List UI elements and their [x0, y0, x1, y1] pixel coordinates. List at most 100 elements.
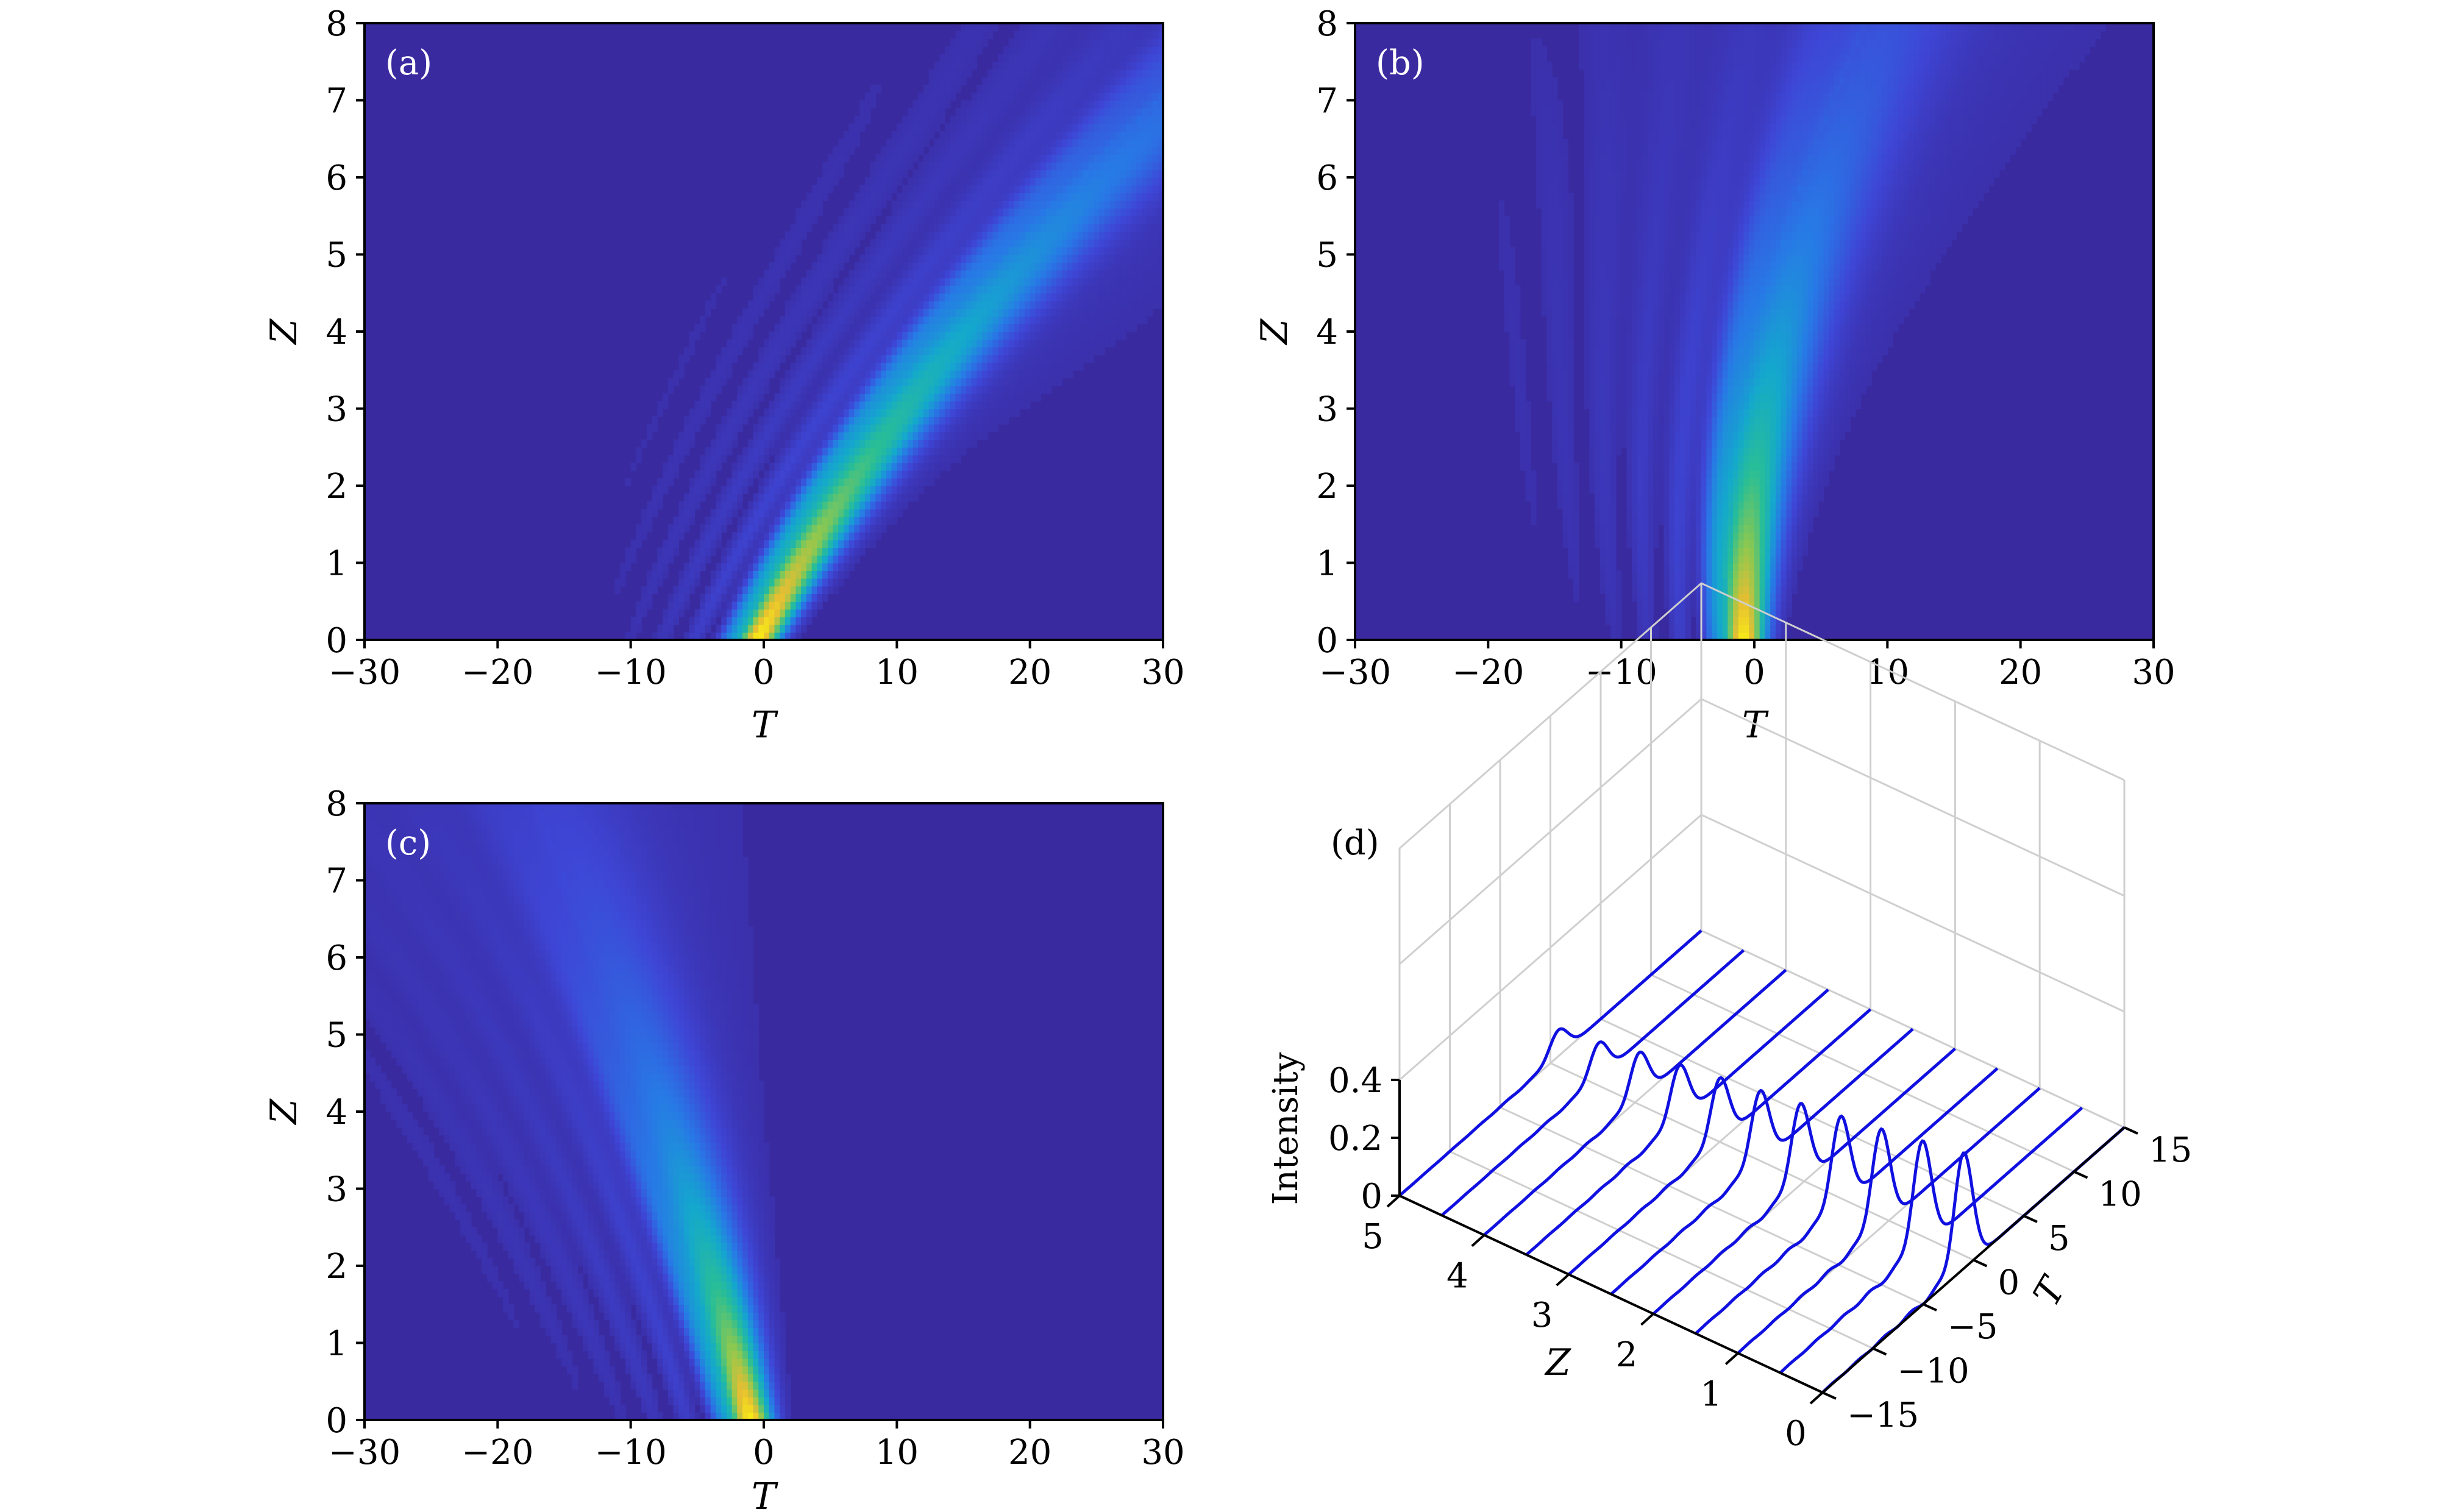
heatmap-cell	[971, 285, 978, 294]
heatmap-cell	[849, 547, 855, 556]
heatmap-cell	[630, 463, 637, 471]
heatmap-cell	[1056, 293, 1062, 302]
heatmap-cell	[918, 254, 924, 263]
heatmap-cell	[663, 609, 669, 617]
heatmap-cell	[982, 347, 988, 355]
heatmap-cell	[1775, 632, 1782, 640]
heatmap-cell	[1030, 277, 1036, 286]
heatmap-cell	[641, 531, 647, 541]
heatmap-cell	[897, 216, 903, 224]
heatmap-cell	[1072, 223, 1078, 232]
heatmap-cell	[1781, 609, 1787, 617]
heatmap-cell	[1109, 138, 1116, 147]
heatmap-cell	[1759, 555, 1766, 564]
heatmap-cell	[1152, 293, 1158, 302]
heatmap-cell	[833, 539, 839, 548]
heatmap-cell	[1131, 30, 1137, 40]
heatmap-cell	[971, 400, 978, 410]
heatmap-cell	[1067, 30, 1073, 40]
heatmap-cell	[1094, 100, 1100, 108]
heatmap-cell	[864, 393, 871, 402]
heatmap-cell	[1014, 62, 1020, 70]
heatmap-cell	[785, 632, 791, 640]
heatmap-cell	[1062, 38, 1068, 47]
heatmap-cell	[689, 516, 696, 525]
heatmap-cell	[982, 393, 988, 402]
heatmap-cell	[1120, 285, 1126, 294]
heatmap-cell	[817, 594, 823, 602]
heatmap-cell	[998, 308, 1004, 317]
heatmap-cell	[667, 617, 674, 625]
heatmap-cell	[1078, 123, 1084, 132]
heatmap-cell	[1120, 30, 1126, 40]
heatmap-cell	[1786, 570, 1792, 579]
heatmap-cell	[785, 231, 791, 240]
heatmap-cell	[1115, 23, 1121, 32]
heatmap-cell	[1014, 193, 1020, 201]
heatmap-cell	[934, 439, 940, 448]
heatmap-cell	[907, 347, 914, 355]
heatmap-cell	[721, 509, 727, 517]
heatmap-cell	[907, 293, 914, 302]
heatmap-cell	[1003, 377, 1009, 386]
heatmap-cell	[1637, 501, 1643, 509]
heatmap-cell	[1131, 146, 1137, 155]
heatmap-cell	[955, 85, 961, 93]
heatmap-cell	[753, 400, 759, 410]
heatmap-cell	[1743, 486, 1749, 494]
heatmap-cell	[1008, 231, 1015, 240]
heatmap-cell	[1088, 200, 1095, 209]
heatmap-cell	[950, 185, 956, 194]
heatmap-cell	[913, 470, 919, 479]
heatmap-cell	[1802, 486, 1809, 494]
heatmap-cell	[827, 393, 834, 402]
heatmap-cell	[780, 632, 786, 640]
heatmap-cell	[673, 455, 679, 463]
heatmap-cell	[934, 231, 940, 240]
heatmap-cell	[1003, 246, 1009, 255]
heatmap-cell	[1120, 293, 1126, 302]
heatmap-cell	[678, 601, 685, 610]
heatmap-cell	[859, 547, 866, 556]
heatmap-cell	[811, 601, 818, 610]
heatmap-cell	[907, 154, 914, 163]
heatmap-cell	[795, 463, 802, 471]
heatmap-cell	[1008, 269, 1015, 279]
heatmap-cell	[944, 54, 951, 63]
heatmap-cell	[1142, 161, 1148, 171]
heatmap-cell	[992, 246, 998, 255]
heatmap-cell	[673, 594, 679, 602]
heatmap-cell	[1094, 308, 1100, 317]
heatmap-cell	[854, 324, 860, 332]
heatmap-cell	[1083, 77, 1089, 85]
heatmap-cell	[737, 578, 743, 587]
heatmap-cell	[992, 239, 998, 247]
heatmap-cell	[652, 632, 658, 640]
heatmap-cell	[1706, 493, 1712, 502]
heatmap-cell	[1045, 324, 1052, 332]
heatmap-cell	[966, 254, 972, 263]
heatmap-cell	[710, 586, 717, 594]
heatmap-cell	[950, 339, 956, 348]
heatmap-cell	[1067, 193, 1073, 201]
heatmap-cell	[1695, 586, 1702, 594]
heatmap-cell	[849, 455, 855, 463]
heatmap-cell	[923, 200, 930, 209]
heatmap-cell	[737, 324, 743, 332]
heatmap-cell	[1045, 115, 1052, 124]
heatmap-cell	[918, 431, 924, 440]
heatmap-cell	[955, 424, 961, 433]
heatmap-cell	[1152, 69, 1158, 78]
heatmap-cell	[891, 347, 898, 355]
heatmap-cell	[716, 601, 722, 610]
heatmap-cell	[1722, 493, 1729, 502]
heatmap-cell	[1088, 77, 1095, 85]
heatmap-cell	[801, 463, 807, 471]
heatmap-cell	[854, 493, 860, 502]
heatmap-cell	[769, 516, 775, 525]
heatmap-cell	[673, 524, 679, 533]
heatmap-cell	[1610, 509, 1617, 517]
heatmap-cell	[1008, 316, 1015, 325]
heatmap-cell	[1078, 154, 1084, 163]
heatmap-cell	[684, 601, 690, 610]
